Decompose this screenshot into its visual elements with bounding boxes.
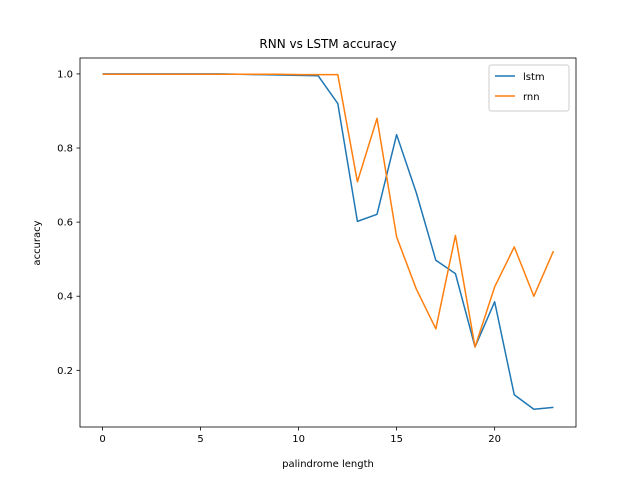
legend-label-rnn: rnn xyxy=(523,92,540,103)
chart-title: RNN vs LSTM accuracy xyxy=(259,37,396,51)
x-axis-label: palindrome length xyxy=(282,459,374,470)
y-tick-label: 0.2 xyxy=(57,366,73,377)
y-tick-label: 0.6 xyxy=(57,218,73,229)
y-tick-label: 1.0 xyxy=(57,69,73,80)
legend-label-lstm: lstm xyxy=(523,72,545,83)
x-tick-label: 20 xyxy=(488,434,501,445)
y-tick-label: 0.8 xyxy=(57,144,73,155)
plot-area: 0 5 10 15 20 0.2 0.4 0.6 0.8 1.0 lstm rnn xyxy=(57,57,577,445)
y-axis-label: accuracy xyxy=(32,220,43,265)
x-tick-label: 15 xyxy=(390,434,403,445)
series-line-rnn xyxy=(102,73,555,348)
x-tick-label: 0 xyxy=(99,434,105,445)
x-tick-label: 5 xyxy=(197,434,203,445)
x-tick-label: 10 xyxy=(292,434,305,445)
axes-frame xyxy=(79,57,577,428)
y-tick-label: 0.4 xyxy=(57,292,73,303)
